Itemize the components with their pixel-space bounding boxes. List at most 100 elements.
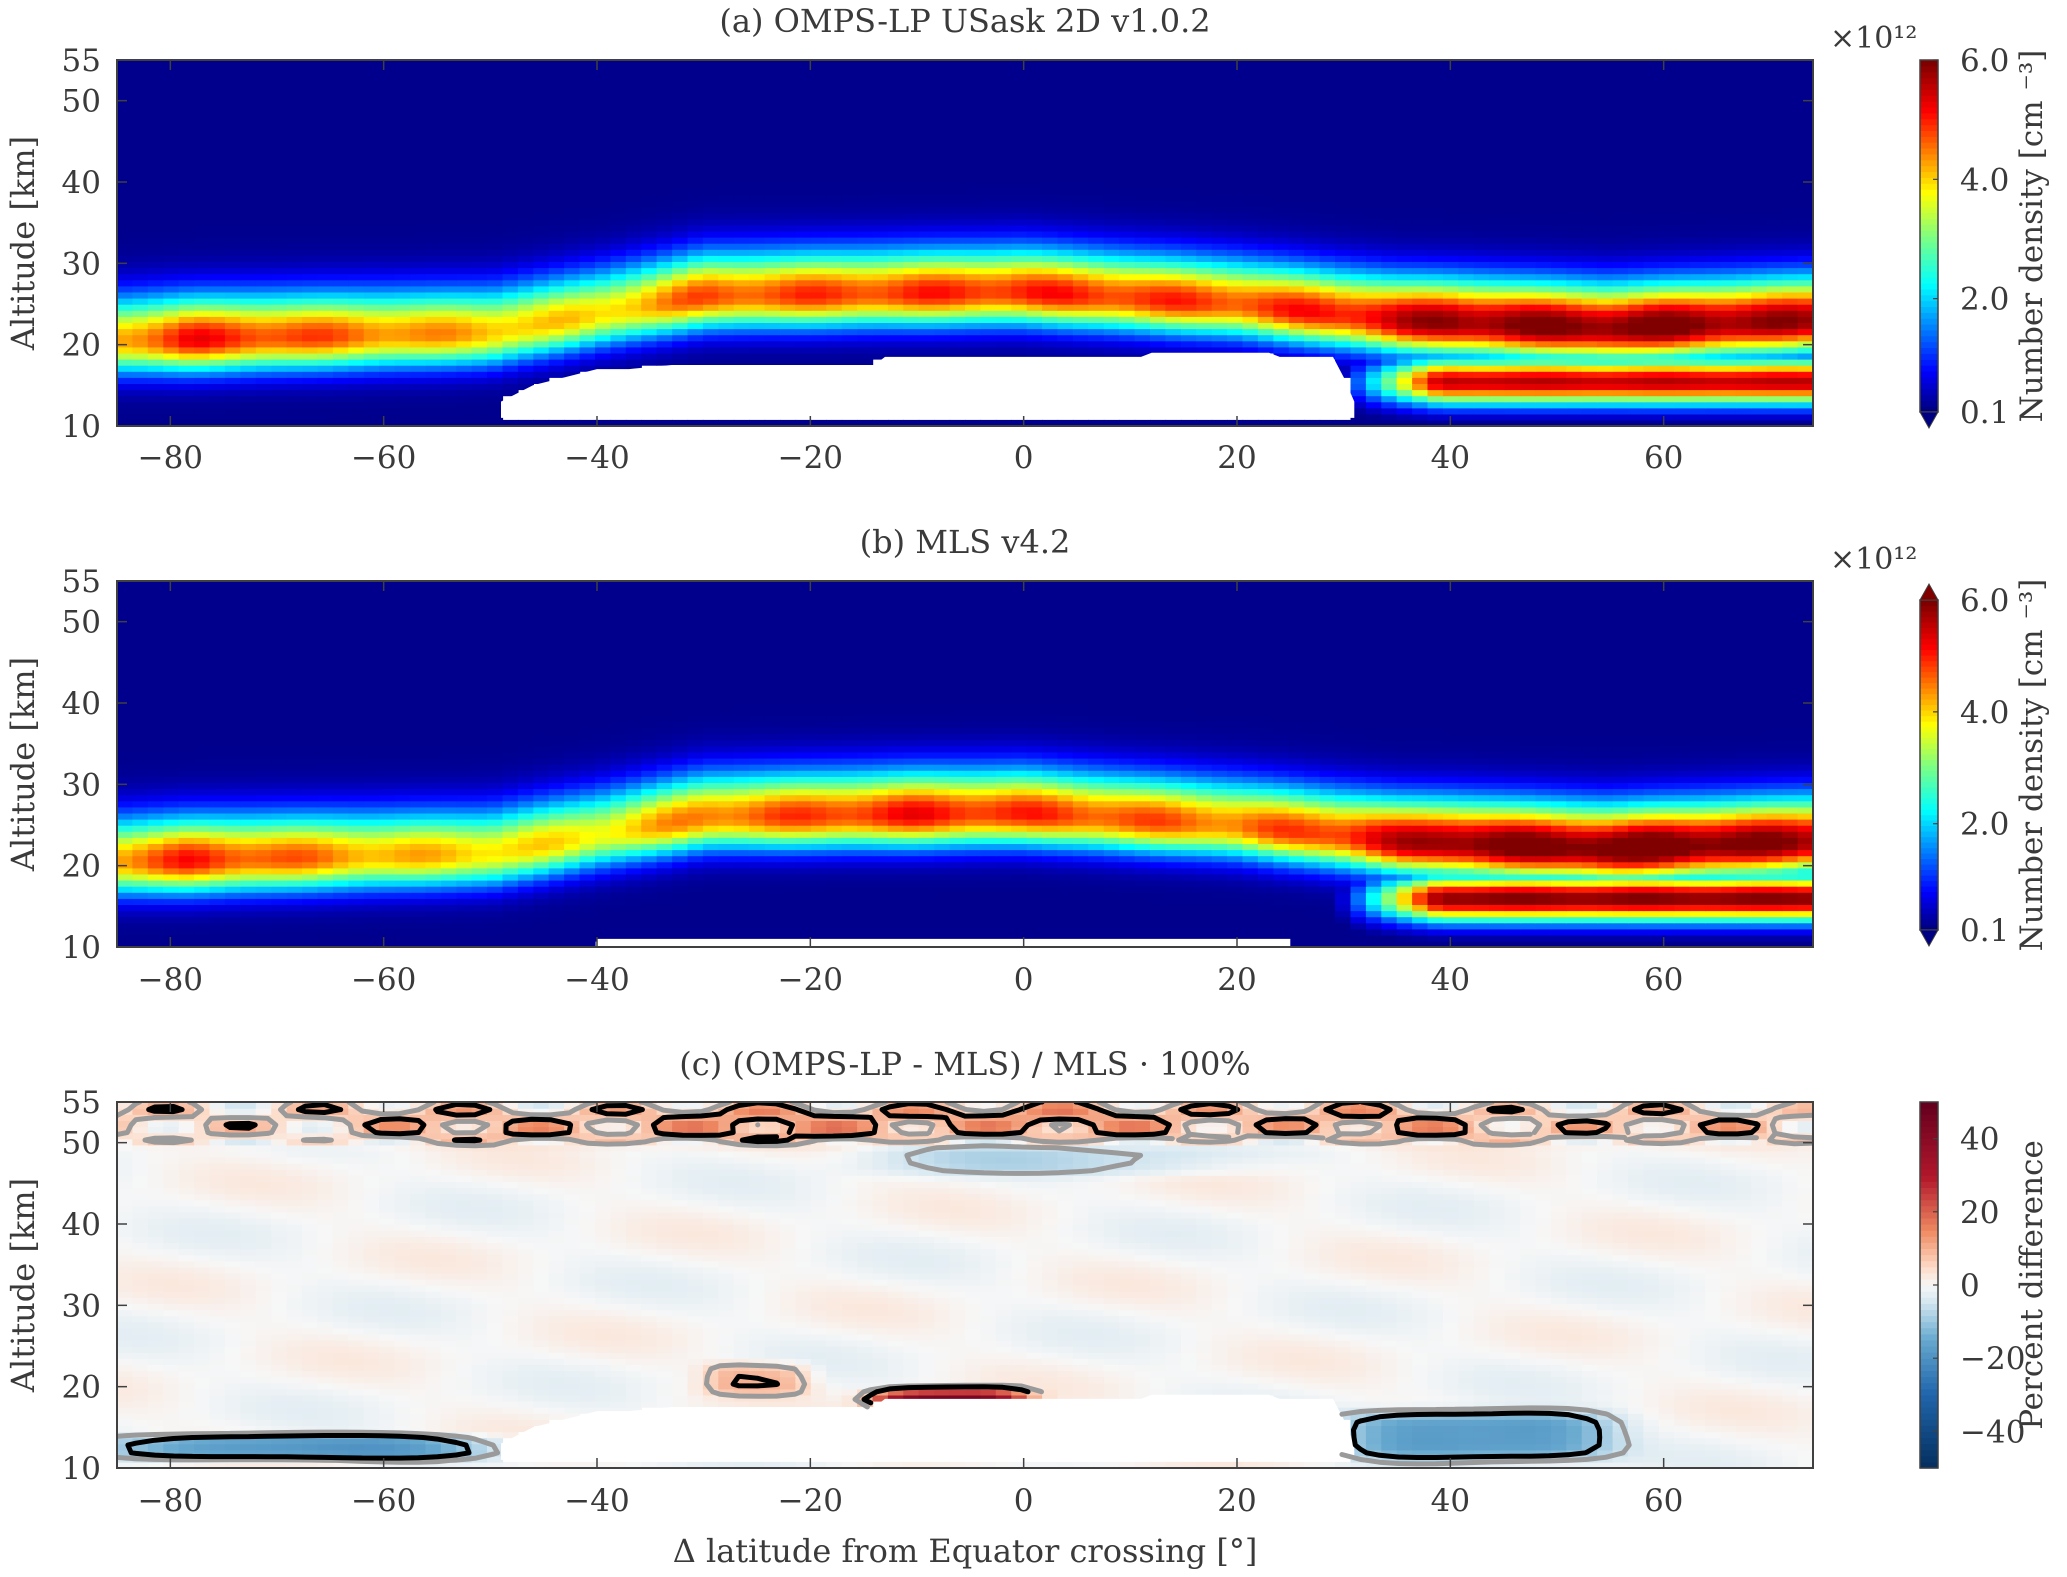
- heatmap-cell: [1227, 145, 1244, 153]
- heatmap-cell: [1597, 291, 1614, 299]
- heatmap-cell: [255, 304, 272, 311]
- heatmap-cell: [533, 121, 550, 128]
- heatmap-cell: [1612, 322, 1629, 330]
- heatmap-cell: [764, 169, 781, 177]
- heatmap-cell: [1335, 145, 1352, 153]
- heatmap-cell: [718, 285, 735, 293]
- heatmap-cell: [687, 206, 704, 214]
- heatmap-cell: [995, 230, 1012, 238]
- heatmap-cell: [425, 377, 442, 384]
- heatmap-cell: [471, 200, 488, 208]
- heatmap-cell: [564, 133, 581, 140]
- heatmap-cell: [1628, 316, 1645, 323]
- heatmap-cell: [1088, 346, 1105, 354]
- heatmap-cell: [1072, 419, 1089, 426]
- heatmap-cell: [1489, 236, 1506, 244]
- heatmap-cell: [1304, 285, 1321, 293]
- heatmap-cell: [209, 121, 226, 128]
- heatmap-cell: [163, 206, 180, 214]
- heatmap-cell: [1458, 334, 1475, 342]
- heatmap-cell: [1304, 334, 1321, 342]
- heatmap-cell: [1335, 273, 1352, 281]
- heatmap-cell: [1273, 328, 1290, 336]
- heatmap-cell: [1473, 224, 1490, 232]
- heatmap-cell: [348, 340, 365, 348]
- heatmap-cell: [178, 395, 195, 403]
- heatmap-cell: [332, 175, 349, 183]
- heatmap-cell: [718, 163, 735, 171]
- heatmap-cell: [595, 139, 612, 147]
- heatmap-cell: [332, 297, 349, 305]
- heatmap-cell: [749, 322, 766, 330]
- heatmap-cell: [965, 157, 982, 165]
- heatmap-cell: [733, 291, 750, 299]
- heatmap-cell: [379, 206, 396, 214]
- heatmap-cell: [147, 328, 164, 336]
- heatmap-cell: [271, 389, 288, 397]
- heatmap-cell: [641, 261, 658, 269]
- heatmap-cell: [857, 291, 874, 299]
- heatmap-cell: [548, 212, 565, 220]
- heatmap-cell: [1335, 151, 1352, 159]
- heatmap-cell: [1026, 310, 1043, 317]
- heatmap-cell: [918, 163, 935, 171]
- heatmap-cell: [718, 212, 735, 220]
- heatmap-cell: [903, 188, 920, 195]
- heatmap-cell: [425, 206, 442, 214]
- heatmap-cell: [456, 151, 473, 159]
- heatmap-cell: [903, 273, 920, 281]
- heatmap-cell: [471, 230, 488, 238]
- heatmap-cell: [1042, 291, 1059, 299]
- heatmap-cell: [795, 419, 812, 426]
- heatmap-cell: [1751, 243, 1768, 250]
- heatmap-cell: [1705, 151, 1722, 159]
- heatmap-cell: [1288, 285, 1305, 293]
- heatmap-cell: [903, 304, 920, 311]
- heatmap-cell: [240, 389, 257, 397]
- heatmap-cell: [1242, 230, 1259, 238]
- heatmap-cell: [487, 346, 504, 354]
- heatmap-cell: [1720, 236, 1737, 244]
- heatmap-cell: [1211, 304, 1228, 311]
- heatmap-cell: [826, 139, 843, 147]
- heatmap-cell: [178, 114, 195, 122]
- heatmap-cell: [456, 365, 473, 372]
- heatmap-cell: [595, 267, 612, 275]
- heatmap-cell: [687, 358, 704, 366]
- heatmap-cell: [1381, 249, 1398, 256]
- heatmap-cell: [1165, 133, 1182, 140]
- heatmap-cell: [1504, 218, 1521, 226]
- heatmap-cell: [1473, 182, 1490, 189]
- heatmap-cell: [1165, 145, 1182, 153]
- heatmap-cell: [1072, 230, 1089, 238]
- heatmap-cell: [1412, 127, 1429, 134]
- heatmap-cell: [317, 352, 334, 360]
- heatmap-cell: [1735, 395, 1752, 403]
- heatmap-cell: [764, 200, 781, 208]
- heatmap-cell: [132, 261, 149, 269]
- heatmap-cell: [1088, 151, 1105, 159]
- heatmap-cell: [1674, 316, 1691, 323]
- heatmap-cell: [564, 279, 581, 287]
- heatmap-cell: [1689, 145, 1706, 153]
- heatmap-cell: [286, 145, 303, 153]
- heatmap-cell: [394, 243, 411, 250]
- heatmap-cell: [1134, 121, 1151, 128]
- heatmap-cell: [1396, 127, 1413, 134]
- heatmap-cell: [1566, 419, 1583, 426]
- heatmap-cell: [302, 358, 319, 366]
- heatmap-cell: [409, 224, 426, 232]
- heatmap-cell: [1597, 243, 1614, 250]
- heatmap-cell: [348, 371, 365, 378]
- heatmap-cell: [1088, 334, 1105, 342]
- heatmap-cell: [517, 169, 534, 177]
- heatmap-cell: [1396, 255, 1413, 262]
- heatmap-cell: [379, 304, 396, 311]
- heatmap-cell: [564, 218, 581, 226]
- heatmap-cell: [502, 230, 519, 238]
- heatmap-cell: [1103, 182, 1120, 189]
- heatmap-cell: [610, 297, 627, 305]
- heatmap-cell: [1412, 157, 1429, 165]
- heatmap-cell: [1165, 175, 1182, 183]
- heatmap-cell: [348, 395, 365, 403]
